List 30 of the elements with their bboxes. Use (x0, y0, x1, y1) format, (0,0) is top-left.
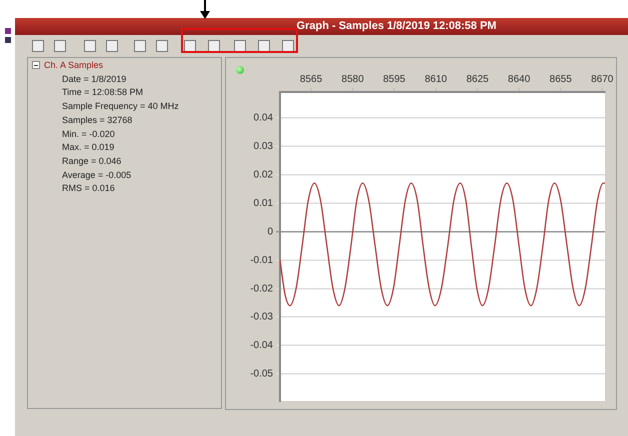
line-series (280, 182, 605, 306)
y-tick-label: -0.05 (250, 368, 274, 380)
text: Time = 12:08:58 PM (62, 87, 143, 98)
text: Min. = -0.020 (62, 128, 115, 138)
y-tick-label: -0.02 (250, 283, 274, 294)
text: Average = -0.005 (62, 170, 132, 180)
text: Sample Frequency = 40 MHz (62, 101, 179, 112)
x-tick-label: 8580 (342, 74, 364, 85)
x-tick-label: 8610 (424, 74, 448, 85)
y-tick-label: 0.04 (254, 112, 274, 124)
text: Ch. A Samples (44, 60, 104, 70)
text: Date = 1/8/2019 (62, 74, 126, 84)
text: RMS = 0.016 (62, 183, 115, 194)
x-tick-label: 8595 (383, 74, 406, 85)
chart-title: Graph - Samples 1/8/2019 12:08:58 PM (15, 18, 628, 35)
y-tick-label: -0.01 (250, 254, 274, 266)
text: Max. = 0.019 (62, 142, 114, 152)
x-tick-label: 8640 (508, 74, 531, 85)
y-tick-label: 0.03 (254, 140, 274, 152)
y-tick-label: 0.01 (254, 198, 274, 209)
text: Range = 0.046 (62, 156, 122, 166)
y-tick-label: 0 (267, 226, 274, 238)
x-tick-label: 8655 (550, 74, 572, 85)
text: Samples = 32768 (62, 114, 132, 125)
x-tick-label: 8565 (300, 74, 323, 85)
x-tick-label: 8625 (466, 74, 489, 85)
y-tick-label: -0.04 (250, 340, 274, 352)
x-tick-label: 8670 (591, 74, 614, 85)
y-tick-label: 0.02 (254, 169, 274, 180)
y-tick-label: -0.03 (250, 312, 274, 323)
